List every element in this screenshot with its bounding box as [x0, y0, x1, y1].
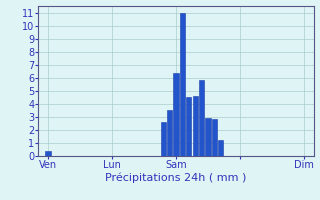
X-axis label: Précipitations 24h ( mm ): Précipitations 24h ( mm )	[105, 173, 247, 183]
Bar	[193, 96, 198, 156]
Bar	[186, 97, 191, 156]
Bar	[167, 110, 172, 156]
Bar	[212, 119, 217, 156]
Bar	[161, 122, 166, 156]
Bar	[205, 118, 211, 156]
Bar	[45, 151, 51, 156]
Bar	[199, 80, 204, 156]
Bar	[173, 73, 179, 156]
Bar	[218, 140, 223, 156]
Bar	[180, 13, 185, 156]
